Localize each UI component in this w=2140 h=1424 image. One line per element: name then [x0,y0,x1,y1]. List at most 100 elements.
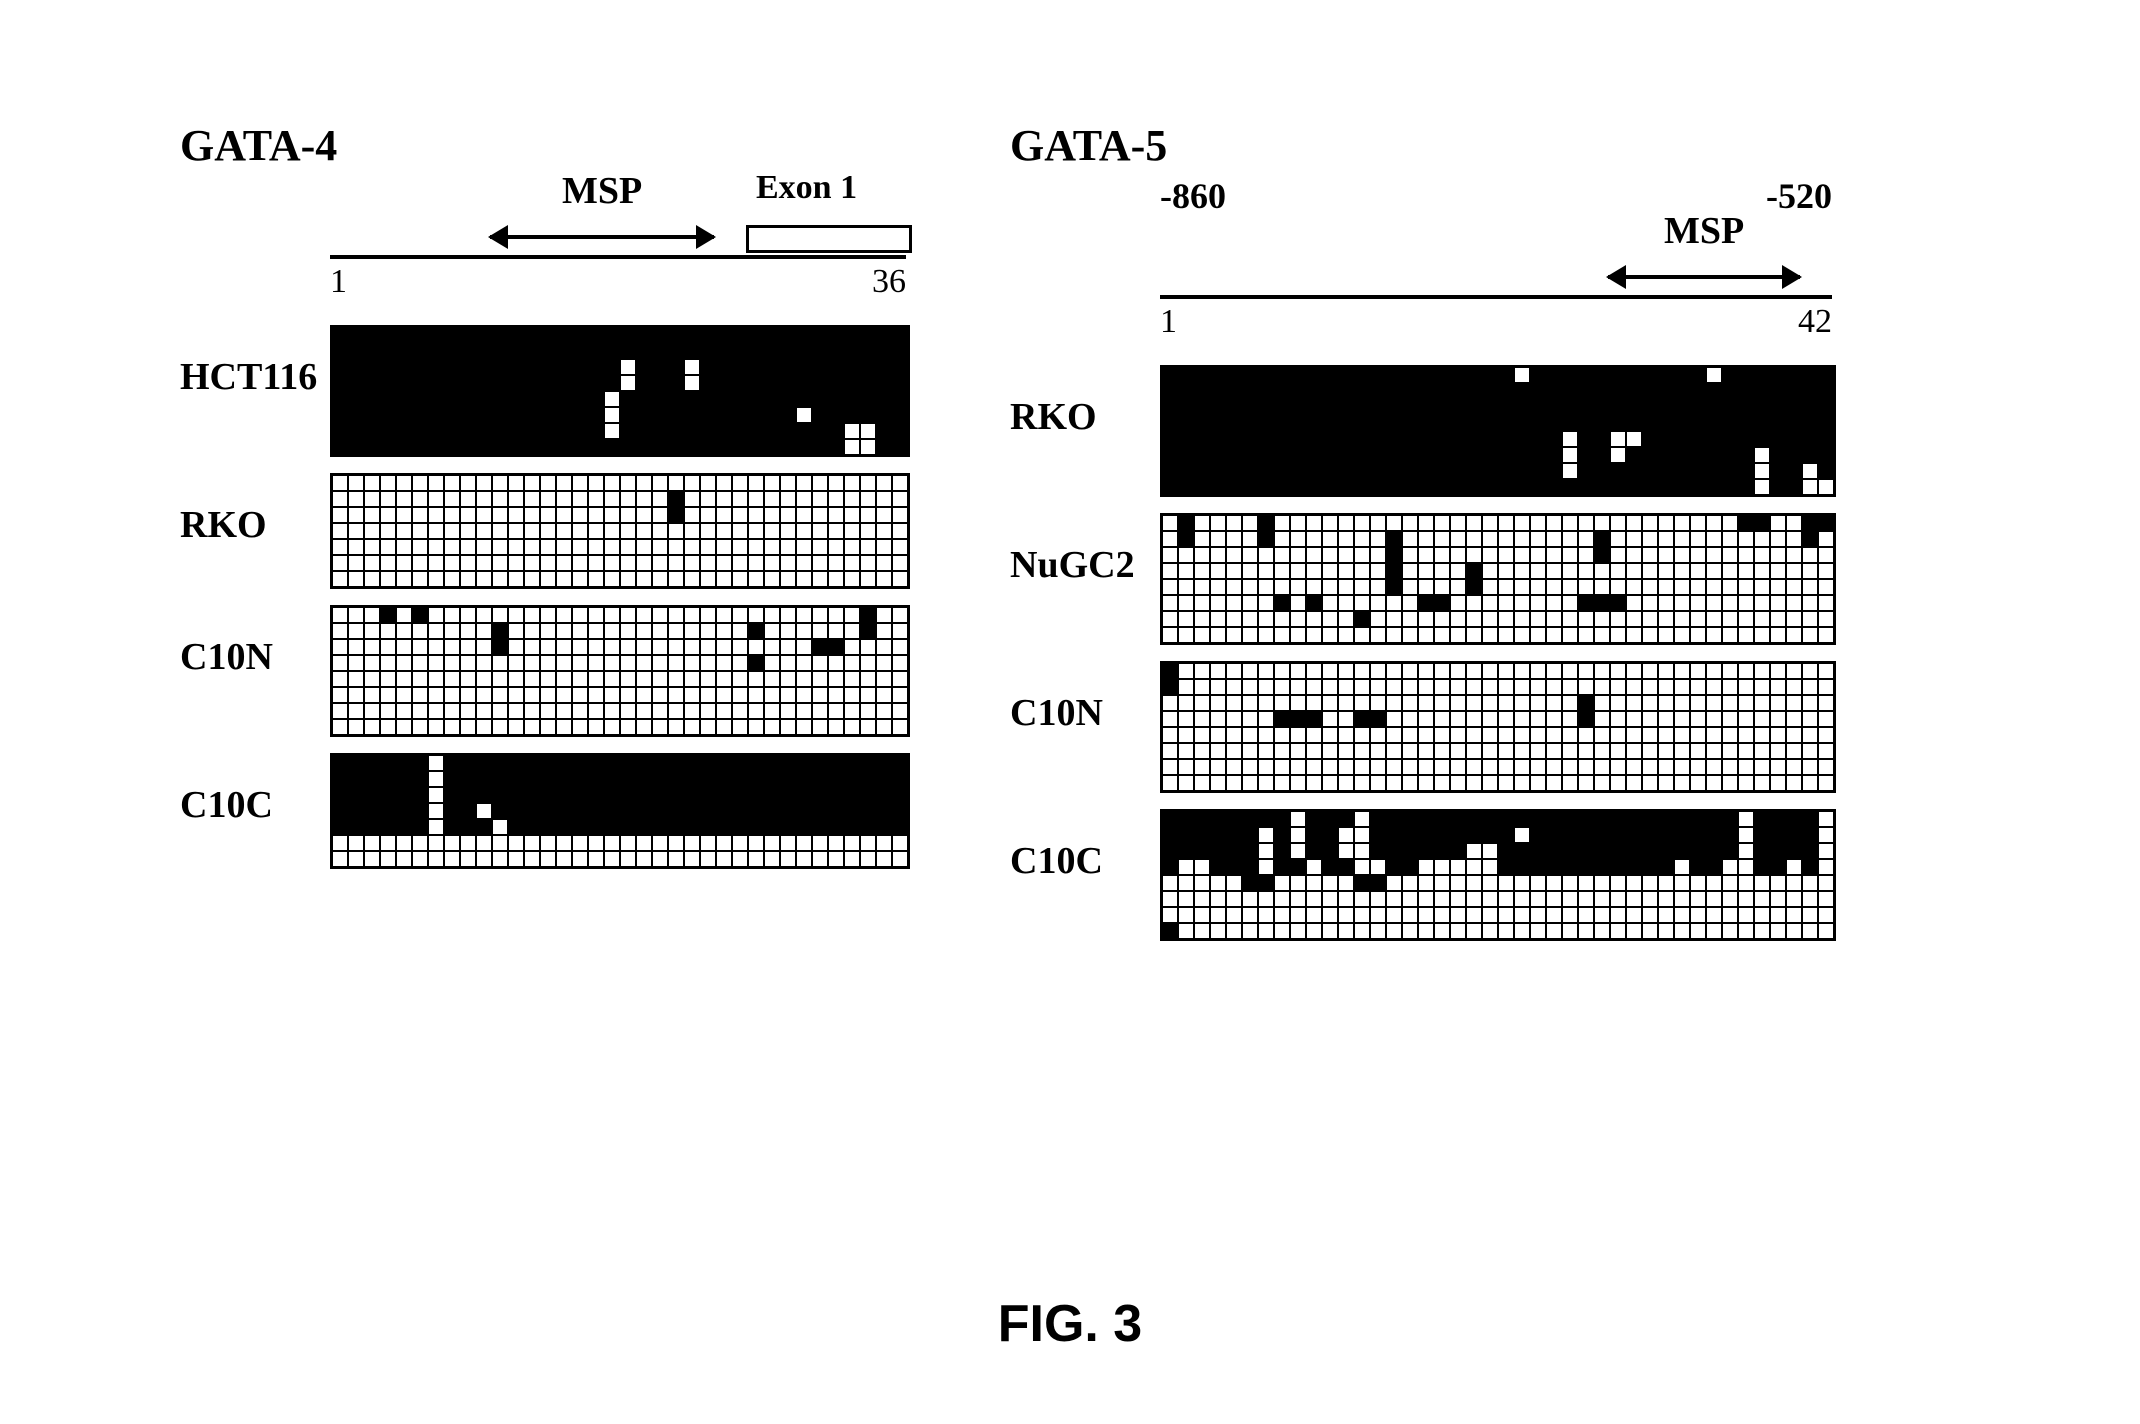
cpg-cell [1754,663,1770,679]
cpg-cell [876,607,892,623]
cpg-cell [1530,907,1546,923]
cpg-cell [764,407,780,423]
cpg-cell [1690,759,1706,775]
cpg-cell [620,755,636,771]
cpg-cell [1258,843,1274,859]
cpg-cell [1498,679,1514,695]
cpg-cell [796,407,812,423]
cpg-cell [1290,515,1306,531]
cpg-cell [1258,775,1274,791]
cpg-cell [892,835,908,851]
cpg-cell [796,639,812,655]
cpg-cell [1178,431,1194,447]
cpg-cell [1178,399,1194,415]
cpg-cell [1210,463,1226,479]
schematic: -860-520MSP142 [1160,175,1832,341]
cpg-cell [1706,727,1722,743]
cpg-cell [892,755,908,771]
cpg-cell [1738,579,1754,595]
cpg-cell [796,507,812,523]
cpg-cell [1210,611,1226,627]
cpg-cell [1738,907,1754,923]
cpg-cell [860,359,876,375]
cpg-cell [1178,891,1194,907]
cpg-cell [492,639,508,655]
cpg-cell [1466,463,1482,479]
cpg-cell [1306,447,1322,463]
cpg-cell [1210,711,1226,727]
cpg-cell [492,439,508,455]
cpg-cell [1722,415,1738,431]
cpg-cell [732,359,748,375]
cpg-cell [1690,663,1706,679]
cpg-cell [780,607,796,623]
cpg-cell [1498,923,1514,939]
cpg-cell [1226,811,1242,827]
axis-numbers: 136 [330,263,906,301]
cpg-cell [396,439,412,455]
cpg-cell [620,523,636,539]
cpg-cell [1818,843,1834,859]
cpg-cell [604,523,620,539]
cpg-cell [1530,743,1546,759]
cpg-cell [604,407,620,423]
cpg-cell [1258,627,1274,643]
cpg-cell [1322,595,1338,611]
cpg-cell [1594,563,1610,579]
cpg-cell [684,391,700,407]
cpg-cell [764,755,780,771]
cpg-cell [1706,579,1722,595]
exon-box [746,225,912,253]
cpg-cell [796,623,812,639]
cpg-cell [508,555,524,571]
cpg-cell [812,491,828,507]
cpg-cell [1354,463,1370,479]
cpg-cell [780,639,796,655]
cpg-cell [508,655,524,671]
cpg-cell [812,423,828,439]
cpg-cell [1290,727,1306,743]
cpg-cell [1274,711,1290,727]
cpg-cell [1242,727,1258,743]
cpg-cell [476,571,492,587]
cpg-cell [1802,811,1818,827]
cpg-cell [684,755,700,771]
cpg-cell [1450,531,1466,547]
cpg-cell [1178,679,1194,695]
cpg-cell [1530,415,1546,431]
cpg-cell [1690,843,1706,859]
cpg-cell [828,523,844,539]
cpg-cell [1370,907,1386,923]
cpg-cell [1418,547,1434,563]
cpg-cell [1354,415,1370,431]
cpg-cell [1674,923,1690,939]
cpg-cell [764,555,780,571]
cpg-cell [1178,827,1194,843]
cpg-cell [1450,711,1466,727]
cpg-cell [348,539,364,555]
cpg-cell [428,607,444,623]
methylation-grid [330,753,910,869]
cpg-cell [1530,663,1546,679]
cpg-cell [380,407,396,423]
cpg-cell [1706,759,1722,775]
cpg-cell [1338,515,1354,531]
cpg-cell [1578,595,1594,611]
cpg-cell [524,523,540,539]
cpg-cell [1562,399,1578,415]
cpg-cell [860,771,876,787]
cpg-cell [1450,679,1466,695]
cpg-cell [348,623,364,639]
cpg-cell [1626,891,1642,907]
cpg-cell [1642,859,1658,875]
cpg-cell [892,523,908,539]
cpg-cell [348,475,364,491]
cpg-cell [476,787,492,803]
cpg-cell [1754,463,1770,479]
cpg-cell [1690,611,1706,627]
cpg-cell [1194,515,1210,531]
cpg-cell [508,523,524,539]
cpg-cell [1674,695,1690,711]
cpg-cell [620,327,636,343]
cpg-cell [876,671,892,687]
